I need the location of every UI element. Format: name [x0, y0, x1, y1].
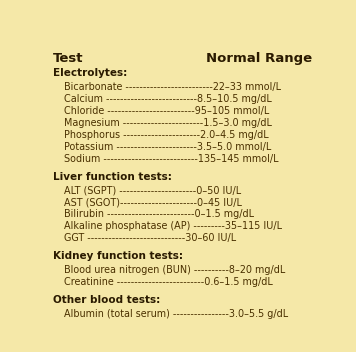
- Text: Creatinine -------------------------0.6–1.5 mg/dL: Creatinine -------------------------0.6–…: [64, 277, 273, 287]
- Text: Kidney function tests:: Kidney function tests:: [53, 251, 183, 261]
- Text: Test: Test: [53, 52, 83, 65]
- Text: Calcium --------------------------8.5–10.5 mg/dL: Calcium --------------------------8.5–10…: [64, 94, 272, 104]
- Text: Bilirubin -------------------------0–1.5 mg/dL: Bilirubin -------------------------0–1.5…: [64, 209, 254, 219]
- Text: Normal Range: Normal Range: [206, 52, 312, 65]
- Text: Electrolytes:: Electrolytes:: [53, 68, 127, 78]
- Text: Sodium ---------------------------135–145 mmol/L: Sodium ---------------------------135–14…: [64, 153, 278, 164]
- Text: Phosphorus ----------------------2.0–4.5 mg/dL: Phosphorus ----------------------2.0–4.5…: [64, 130, 268, 140]
- Text: Alkaline phosphatase (AP) ---------35–115 IU/L: Alkaline phosphatase (AP) ---------35–11…: [64, 221, 282, 231]
- Text: Potassium -----------------------3.5–5.0 mmol/L: Potassium -----------------------3.5–5.0…: [64, 142, 271, 152]
- Text: Chloride -------------------------95–105 mmol/L: Chloride -------------------------95–105…: [64, 106, 269, 116]
- Text: Other blood tests:: Other blood tests:: [53, 295, 160, 305]
- Text: Albumin (total serum) ----------------3.0–5.5 g/dL: Albumin (total serum) ----------------3.…: [64, 309, 288, 319]
- Text: Liver function tests:: Liver function tests:: [53, 171, 172, 182]
- Text: Blood urea nitrogen (BUN) ----------8–20 mg/dL: Blood urea nitrogen (BUN) ----------8–20…: [64, 265, 285, 275]
- Text: Bicarbonate -------------------------22–33 mmol/L: Bicarbonate -------------------------22–…: [64, 82, 281, 92]
- Text: AST (SGOT)----------------------0–45 IU/L: AST (SGOT)----------------------0–45 IU/…: [64, 197, 242, 208]
- Text: ALT (SGPT) ----------------------0–50 IU/L: ALT (SGPT) ----------------------0–50 IU…: [64, 186, 241, 196]
- Text: GGT ----------------------------30–60 IU/L: GGT ----------------------------30–60 IU…: [64, 233, 236, 243]
- Text: Magnesium -----------------------1.5–3.0 mg/dL: Magnesium -----------------------1.5–3.0…: [64, 118, 272, 128]
